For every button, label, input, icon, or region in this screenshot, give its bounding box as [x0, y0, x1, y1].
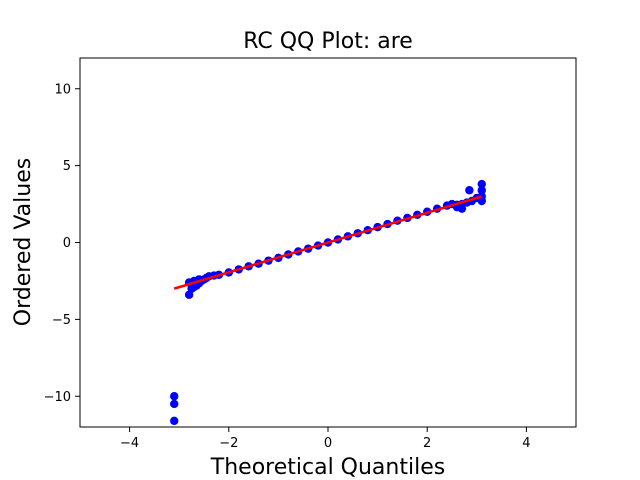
y-tick-label: 10 [54, 82, 71, 97]
scatter-point [477, 196, 486, 206]
y-axis-label: Ordered Values [11, 158, 36, 326]
chart-title: RC QQ Plot: are [243, 29, 413, 54]
y-tick-label: −5 [52, 313, 71, 328]
x-tick-label: −2 [219, 436, 238, 451]
scatter-point [170, 416, 179, 426]
fit-line-group [173, 195, 483, 290]
y-axis-ticks: −10 −5 0 5 10 [44, 82, 80, 405]
x-axis-label: Theoretical Quantiles [210, 455, 445, 480]
plot-area: −4 −2 0 2 4 −10 −5 0 5 10 [44, 57, 577, 451]
x-tick-label: −4 [120, 436, 139, 451]
scatter-point [477, 186, 486, 195]
fit-line [173, 195, 483, 290]
scatter-point [457, 204, 467, 213]
y-tick-label: 5 [63, 159, 71, 174]
scatter-point [477, 179, 486, 189]
y-tick-label: 0 [63, 236, 71, 251]
scatter-point [465, 186, 474, 195]
x-tick-label: 4 [522, 436, 530, 451]
x-axis-ticks: −4 −2 0 2 4 [120, 427, 531, 451]
scatter-point [170, 399, 179, 409]
x-tick-label: 0 [324, 436, 332, 451]
x-tick-label: 2 [423, 436, 431, 451]
scatter-point [170, 392, 179, 401]
y-tick-label: −10 [44, 390, 71, 405]
